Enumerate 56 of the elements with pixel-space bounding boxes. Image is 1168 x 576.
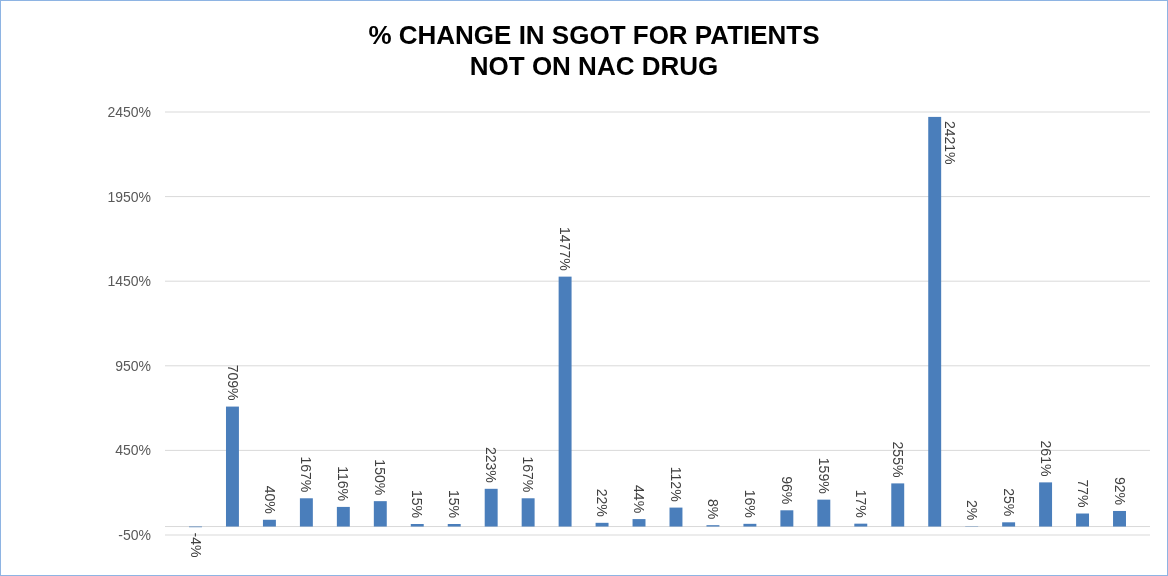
data-label: 25% bbox=[1000, 488, 1017, 517]
bar bbox=[595, 522, 609, 527]
bar bbox=[817, 499, 831, 527]
y-tick-label: 1450% bbox=[107, 273, 151, 290]
data-label: 15% bbox=[409, 489, 426, 518]
data-label: -4% bbox=[187, 532, 204, 558]
data-label: 709% bbox=[224, 364, 241, 401]
data-label: 159% bbox=[815, 457, 832, 494]
data-label: 116% bbox=[335, 466, 352, 501]
bar bbox=[780, 510, 794, 527]
bar bbox=[928, 116, 942, 527]
data-label: 261% bbox=[1037, 440, 1054, 477]
data-label: 2421% bbox=[942, 120, 959, 165]
bar bbox=[669, 507, 683, 527]
data-label: 2% bbox=[963, 499, 980, 521]
data-label: 8% bbox=[705, 498, 722, 520]
bar bbox=[891, 483, 905, 527]
bar bbox=[336, 506, 350, 527]
data-label: 167% bbox=[520, 456, 537, 493]
bar bbox=[484, 488, 498, 527]
y-tick-label: 2450% bbox=[107, 103, 151, 120]
data-label: 167% bbox=[298, 456, 315, 493]
bar bbox=[225, 406, 239, 527]
data-label: 150% bbox=[372, 459, 389, 496]
y-tick-label: 450% bbox=[115, 442, 151, 459]
bar bbox=[299, 498, 313, 527]
data-label: 16% bbox=[742, 489, 758, 518]
bar bbox=[447, 524, 461, 527]
data-label: 96% bbox=[778, 476, 795, 505]
bar bbox=[558, 276, 572, 527]
y-tick-label: -50% bbox=[118, 526, 151, 543]
bar bbox=[854, 523, 868, 527]
data-label: 44% bbox=[631, 485, 648, 514]
bar bbox=[1002, 522, 1016, 527]
data-label: 40% bbox=[261, 485, 278, 514]
data-label: 15% bbox=[446, 489, 463, 518]
data-label: 255% bbox=[889, 441, 906, 478]
bar bbox=[743, 523, 757, 527]
bar bbox=[373, 501, 387, 527]
data-label: 92% bbox=[1111, 476, 1128, 505]
bar bbox=[262, 519, 276, 527]
y-tick-label: 1950% bbox=[107, 188, 151, 205]
data-label: 17% bbox=[852, 489, 869, 518]
bar bbox=[632, 519, 646, 527]
bar bbox=[410, 524, 424, 527]
data-label: 223% bbox=[483, 447, 500, 483]
bar bbox=[1039, 482, 1053, 527]
data-label: 112% bbox=[668, 466, 685, 502]
bar bbox=[1076, 513, 1090, 527]
bar bbox=[1113, 510, 1126, 527]
y-tick-label: 950% bbox=[115, 357, 151, 374]
bar bbox=[521, 498, 535, 527]
data-label: 77% bbox=[1074, 479, 1091, 508]
chart-title: % CHANGE IN SGOT FOR PATIENTS NOT ON NAC DRUG bbox=[368, 20, 820, 81]
data-label: 1477% bbox=[557, 227, 574, 271]
data-label: 22% bbox=[594, 488, 611, 517]
